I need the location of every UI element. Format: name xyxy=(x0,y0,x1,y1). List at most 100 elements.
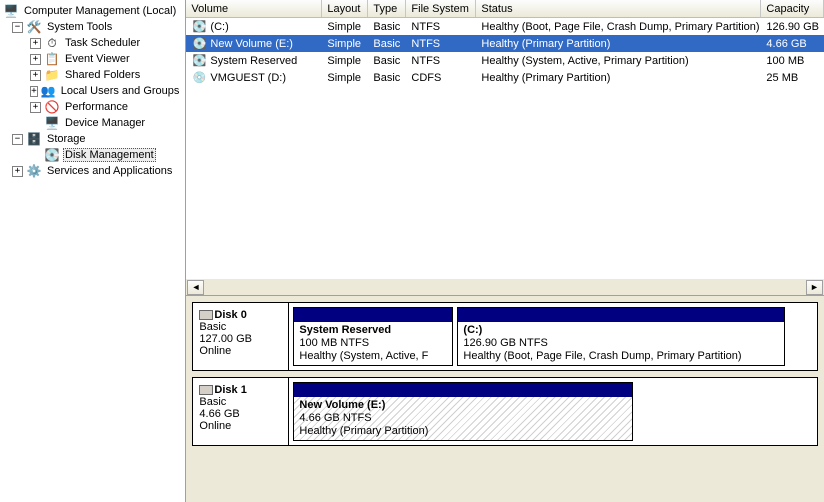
expander-icon[interactable]: − xyxy=(12,22,23,33)
tree-item-event-viewer[interactable]: + 📋 Event Viewer xyxy=(0,51,185,67)
volume-layout: Simple xyxy=(322,37,368,51)
partition-status: Healthy (System, Active, F xyxy=(299,350,447,363)
tree-item-services[interactable]: + ⚙️ Services and Applications xyxy=(0,163,185,179)
partition-size: 4.66 GB NTFS xyxy=(299,412,627,425)
volume-icon: 💿 xyxy=(191,71,207,84)
expander-icon[interactable]: + xyxy=(30,38,41,49)
tree-item-storage[interactable]: − 🗄️ Storage xyxy=(0,131,185,147)
tree-label: Disk Management xyxy=(63,148,156,162)
volume-layout: Simple xyxy=(322,20,368,34)
scroll-left-icon[interactable]: ◄ xyxy=(187,280,204,295)
tree-item-performance[interactable]: + 🚫 Performance xyxy=(0,99,185,115)
volume-capacity: 100 MB xyxy=(761,54,824,68)
volume-row[interactable]: 💽(C:) SimpleBasicNTFSHealthy (Boot, Page … xyxy=(186,18,824,35)
volume-row[interactable]: 💿VMGUEST (D:) SimpleBasicCDFSHealthy (Pri… xyxy=(186,69,824,86)
partition-size: 100 MB NTFS xyxy=(299,337,447,350)
partition[interactable]: New Volume (E:)4.66 GB NTFSHealthy (Prim… xyxy=(293,382,633,441)
expander-icon[interactable]: + xyxy=(30,102,41,113)
volume-status: Healthy (Boot, Page File, Crash Dump, Pr… xyxy=(476,20,761,34)
partition-status: Healthy (Boot, Page File, Crash Dump, Pr… xyxy=(463,350,779,363)
tree-label: Storage xyxy=(45,132,88,146)
tree-label: Task Scheduler xyxy=(63,36,142,50)
volume-filesystem: NTFS xyxy=(406,20,476,34)
expander-icon[interactable]: + xyxy=(30,70,41,81)
tree-item-root[interactable]: 🖥️ Computer Management (Local) xyxy=(0,3,185,19)
volume-filesystem: CDFS xyxy=(406,71,476,85)
tree-item-local-users[interactable]: + 👥 Local Users and Groups xyxy=(0,83,185,99)
column-header-volume[interactable]: Volume xyxy=(186,0,322,17)
tree-label: Performance xyxy=(63,100,130,114)
clock-icon: ⏱ xyxy=(44,35,60,51)
disk-info[interactable]: Disk 1Basic4.66 GBOnline xyxy=(193,378,289,445)
tree-item-shared-folders[interactable]: + 📁 Shared Folders xyxy=(0,67,185,83)
horizontal-scrollbar[interactable]: ◄ ► xyxy=(186,278,824,295)
volume-icon: 💽 xyxy=(191,37,207,50)
expander-icon[interactable]: + xyxy=(30,54,41,65)
partition[interactable]: System Reserved100 MB NTFSHealthy (Syste… xyxy=(293,307,453,366)
volume-name: VMGUEST (D:) xyxy=(210,72,286,84)
volume-type: Basic xyxy=(368,37,406,51)
disk-state: Online xyxy=(199,420,282,432)
disk-type: Basic xyxy=(199,321,282,333)
column-header-type[interactable]: Type xyxy=(368,0,406,17)
expander-icon[interactable]: − xyxy=(12,134,23,145)
partition-name: (C:) xyxy=(463,324,779,337)
device-icon: 🖥️ xyxy=(44,115,60,131)
volume-type: Basic xyxy=(368,20,406,34)
computer-icon: 🖥️ xyxy=(3,3,19,19)
volume-filesystem: NTFS xyxy=(406,54,476,68)
disk-type: Basic xyxy=(199,396,282,408)
disk-name: Disk 0 xyxy=(214,309,246,321)
disk-size: 4.66 GB xyxy=(199,408,282,420)
disk-state: Online xyxy=(199,345,282,357)
volume-status: Healthy (Primary Partition) xyxy=(476,71,761,85)
tree-label: Computer Management (Local) xyxy=(22,4,178,18)
tree-item-disk-management[interactable]: 💽 Disk Management xyxy=(0,147,185,163)
volume-capacity: 126.90 GB xyxy=(761,20,824,34)
column-header-layout[interactable]: Layout xyxy=(322,0,368,17)
disk-info[interactable]: Disk 0Basic127.00 GBOnline xyxy=(193,303,289,370)
volume-status: Healthy (Primary Partition) xyxy=(476,37,761,51)
volume-row[interactable]: 💽New Volume (E:)SimpleBasicNTFSHealthy (… xyxy=(186,35,824,52)
volume-list-body: 💽(C:)SimpleBasicNTFSHealthy (Boot, Page … xyxy=(186,18,824,278)
volume-type: Basic xyxy=(368,71,406,85)
volume-type: Basic xyxy=(368,54,406,68)
expander-icon[interactable]: + xyxy=(12,166,23,177)
users-icon: 👥 xyxy=(41,83,56,99)
partition[interactable]: (C:)126.90 GB NTFSHealthy (Boot, Page Fi… xyxy=(457,307,785,366)
hdd-icon xyxy=(199,385,213,395)
volume-layout: Simple xyxy=(322,54,368,68)
volume-row[interactable]: 💽System ReservedSimpleBasicNTFSHealthy (… xyxy=(186,52,824,69)
tree-label: Shared Folders xyxy=(63,68,142,82)
tree-item-system-tools[interactable]: − 🛠️ System Tools xyxy=(0,19,185,35)
partition-name: System Reserved xyxy=(299,324,447,337)
volume-icon: 💽 xyxy=(191,20,207,33)
tree-item-task-scheduler[interactable]: + ⏱ Task Scheduler xyxy=(0,35,185,51)
tree-label: Event Viewer xyxy=(63,52,132,66)
scroll-right-icon[interactable]: ► xyxy=(806,280,823,295)
tree-label: Local Users and Groups xyxy=(59,84,182,98)
expander-icon[interactable]: + xyxy=(30,86,38,97)
hdd-icon xyxy=(199,310,213,320)
nav-tree: 🖥️ Computer Management (Local) − 🛠️ Syst… xyxy=(0,0,186,502)
folder-icon: 📁 xyxy=(44,67,60,83)
tree-label: System Tools xyxy=(45,20,114,34)
column-header-filesystem[interactable]: File System xyxy=(406,0,476,17)
event-icon: 📋 xyxy=(44,51,60,67)
expander-blank xyxy=(30,118,41,129)
disk-graphical-view: Disk 0Basic127.00 GBOnlineSystem Reserve… xyxy=(186,296,824,502)
column-header-capacity[interactable]: Capacity xyxy=(761,0,824,17)
tree-item-device-manager[interactable]: 🖥️ Device Manager xyxy=(0,115,185,131)
volume-name: (C:) xyxy=(210,21,228,33)
partition-size: 126.90 GB NTFS xyxy=(463,337,779,350)
partition-header xyxy=(294,383,632,397)
partition-name: New Volume (E:) xyxy=(299,399,627,412)
disk-size: 127.00 GB xyxy=(199,333,282,345)
volume-layout: Simple xyxy=(322,71,368,85)
tree-label: Device Manager xyxy=(63,116,147,130)
column-header-status[interactable]: Status xyxy=(476,0,761,17)
disk-row: Disk 0Basic127.00 GBOnlineSystem Reserve… xyxy=(192,302,818,371)
disk-partitions: System Reserved100 MB NTFSHealthy (Syste… xyxy=(289,303,817,370)
volume-list: Volume Layout Type File System Status Ca… xyxy=(186,0,824,296)
content-pane: Volume Layout Type File System Status Ca… xyxy=(186,0,824,502)
